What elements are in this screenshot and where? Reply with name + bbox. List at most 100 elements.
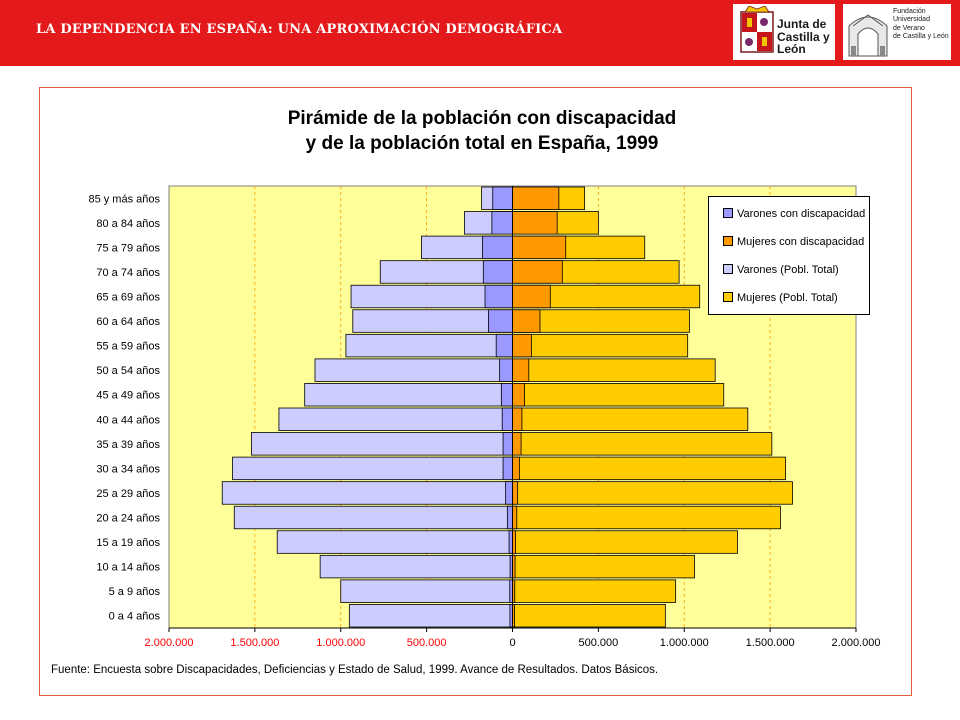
category-label: 70 a 74 años	[96, 267, 160, 279]
bar-varones-pobl-total--0	[348, 604, 513, 628]
bar-varones-con-discapacidad-14	[482, 260, 513, 284]
x-tick-label: 0	[509, 637, 515, 649]
x-tick-label: 1.500.000	[746, 637, 795, 649]
slide-header: LA DEPENDENCIA EN ESPAÑA: UNA APROXIMACI…	[0, 0, 960, 66]
bar-mujeres-con-discapacidad-15	[512, 235, 567, 260]
bar-varones-pobl-total--8	[278, 407, 513, 431]
x-tick-label: 500.000	[407, 637, 447, 649]
bar-varones-pobl-total--1	[340, 579, 513, 603]
bar-mujeres-pobl-total--5	[512, 481, 793, 505]
bar-mujeres-pobl-total--9	[512, 383, 725, 407]
bar-varones-con-discapacidad-13	[484, 284, 513, 309]
legend-label: Varones con discapacidad	[737, 208, 866, 220]
x-tick-label: 1.000.000	[660, 637, 709, 649]
bar-mujeres-con-discapacidad-16	[512, 211, 558, 235]
bar-varones-con-discapacidad-9	[500, 383, 513, 407]
bar-varones-con-discapacidad-4	[506, 505, 513, 530]
bar-mujeres-pobl-total--7	[512, 432, 773, 456]
bar-mujeres-con-discapacidad-14	[512, 260, 563, 284]
bar-varones-con-discapacidad-6	[502, 456, 513, 481]
building-arch-icon	[848, 14, 888, 57]
bar-mujeres-pobl-total--10	[512, 358, 716, 382]
fundacion-universidad-logo: Fundación Universidad de Verano de Casti…	[843, 4, 951, 60]
bar-mujeres-pobl-total--8	[512, 407, 749, 431]
category-label: 10 a 14 años	[96, 562, 160, 574]
category-label: 50 a 54 años	[96, 365, 160, 377]
bar-mujeres-pobl-total--1	[512, 579, 677, 603]
bar-varones-con-discapacidad-16	[491, 211, 513, 235]
bar-varones-con-discapacidad-3	[508, 530, 513, 554]
x-tick-label: 1.000.000	[316, 637, 365, 649]
category-label: 5 a 9 años	[109, 586, 161, 598]
category-label: 15 a 19 años	[96, 537, 160, 549]
header-title: LA DEPENDENCIA EN ESPAÑA: UNA APROXIMACI…	[36, 22, 563, 37]
bar-varones-pobl-total--2	[319, 554, 513, 579]
category-label: 60 a 64 años	[96, 316, 160, 328]
x-tick-label: 2.000.000	[832, 637, 881, 649]
bar-varones-con-discapacidad-8	[501, 407, 513, 431]
bar-varones-pobl-total--9	[304, 383, 513, 407]
category-label: 85 y más años	[88, 193, 160, 205]
bar-mujeres-pobl-total--2	[512, 554, 695, 579]
bar-mujeres-con-discapacidad-5	[512, 481, 519, 505]
bar-varones-con-discapacidad-7	[502, 432, 513, 456]
category-label: 45 a 49 años	[96, 390, 160, 402]
logo-text-line: Fundación	[893, 8, 926, 15]
bar-varones-pobl-total--11	[345, 333, 513, 358]
legend-item: Varones (Pobl. Total)	[723, 263, 839, 277]
category-label: 20 a 24 años	[96, 513, 160, 525]
category-label: 35 a 39 años	[96, 439, 160, 451]
category-label: 0 a 4 años	[109, 611, 161, 623]
coat-of-arms-icon	[740, 6, 774, 53]
bar-varones-pobl-total--4	[233, 505, 513, 530]
legend-swatch	[723, 292, 733, 303]
bar-varones-con-discapacidad-15	[482, 235, 513, 260]
bar-mujeres-pobl-total--6	[512, 456, 786, 481]
bar-mujeres-pobl-total--11	[512, 333, 689, 358]
legend-item: Mujeres con discapacidad	[723, 235, 864, 249]
legend-item: Varones con discapacidad	[723, 207, 865, 221]
chart-title-line: y de la población total en España, 1999	[305, 133, 659, 154]
legend-label: Mujeres con discapacidad	[737, 236, 865, 248]
bar-varones-con-discapacidad-12	[488, 309, 513, 333]
legend-swatch	[723, 208, 733, 219]
legend-swatch	[723, 264, 733, 275]
bar-mujeres-con-discapacidad-12	[512, 309, 541, 333]
bar-mujeres-pobl-total--4	[512, 505, 781, 530]
category-label: 80 a 84 años	[96, 218, 160, 230]
bar-mujeres-con-discapacidad-8	[512, 407, 523, 431]
bar-mujeres-con-discapacidad-10	[512, 358, 530, 382]
bar-varones-con-discapacidad-10	[499, 358, 513, 382]
logo-text-line: de Verano	[893, 24, 925, 32]
bar-mujeres-con-discapacidad-11	[512, 333, 532, 358]
legend-item: Mujeres (Pobl. Total)	[723, 291, 838, 305]
bar-varones-pobl-total--3	[276, 530, 513, 554]
category-label: 40 a 44 años	[96, 414, 160, 426]
chart-title-line: Pirámide de la población con discapacida…	[287, 108, 677, 129]
bar-varones-con-discapacidad-17	[492, 186, 513, 210]
chart-title: Pirámide de la población con discapacida…	[0, 106, 960, 156]
x-tick-label: 1.500.000	[230, 637, 279, 649]
x-tick-label: 500.000	[578, 637, 618, 649]
bar-mujeres-con-discapacidad-6	[512, 456, 520, 481]
logo-text-line: de Castilla y León	[893, 33, 949, 41]
category-label: 30 a 34 años	[96, 463, 160, 475]
bar-mujeres-pobl-total--3	[512, 530, 738, 554]
bar-mujeres-con-discapacidad-13	[512, 284, 551, 309]
category-label: 55 a 59 años	[96, 341, 160, 353]
bar-varones-pobl-total--7	[251, 432, 513, 456]
logo-text-line: Universidad	[893, 16, 930, 24]
bar-varones-con-discapacidad-11	[495, 333, 513, 358]
logo-text-line: Castilla y León	[777, 29, 830, 57]
category-label: 65 a 69 años	[96, 292, 160, 304]
bar-varones-pobl-total--5	[221, 481, 513, 505]
legend-swatch	[723, 236, 733, 247]
bar-varones-con-discapacidad-5	[505, 481, 513, 505]
category-label: 25 a 29 años	[96, 488, 160, 500]
legend-label: Mujeres (Pobl. Total)	[737, 292, 838, 304]
bar-varones-pobl-total--10	[314, 358, 513, 382]
logo-text-line: Junta de	[777, 17, 827, 31]
legend-label: Varones (Pobl. Total)	[737, 264, 839, 276]
junta-castilla-leon-logo: Junta de Castilla y León	[733, 4, 835, 60]
